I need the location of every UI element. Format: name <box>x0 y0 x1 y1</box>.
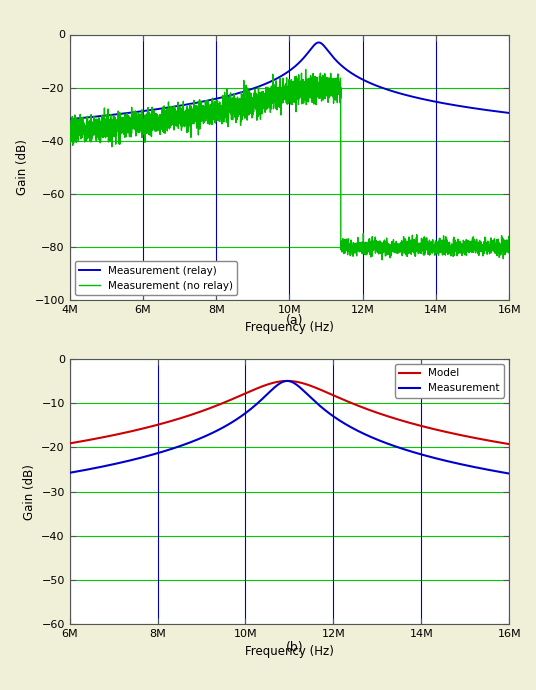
Model <box>386 413 392 421</box>
Line: Model: Model <box>70 381 509 444</box>
Measurement (relay) <box>471 104 477 112</box>
Measurement (relay) <box>493 107 499 115</box>
Measurement (no relay) <box>379 256 385 264</box>
Measurement (no relay) <box>493 239 499 248</box>
Measurement (relay) <box>276 73 282 81</box>
Measurement (relay) <box>506 109 512 117</box>
Measurement <box>284 377 291 385</box>
Model <box>251 386 257 394</box>
Measurement (relay) <box>386 86 392 95</box>
Measurement (no relay) <box>276 97 282 106</box>
Y-axis label: Gain (dB): Gain (dB) <box>16 139 29 195</box>
Y-axis label: Gain (dB): Gain (dB) <box>23 464 36 520</box>
Legend: Model, Measurement: Model, Measurement <box>395 364 504 397</box>
Model <box>66 440 73 448</box>
Text: (a): (a) <box>286 315 303 327</box>
Measurement (relay) <box>251 84 257 92</box>
Measurement <box>276 380 282 388</box>
Legend: Measurement (relay), Measurement (no relay): Measurement (relay), Measurement (no rel… <box>75 262 237 295</box>
Text: (b): (b) <box>286 641 303 653</box>
Measurement <box>66 469 73 477</box>
X-axis label: Frequency (Hz): Frequency (Hz) <box>245 645 334 658</box>
Model <box>284 377 291 385</box>
Measurement (relay) <box>255 83 261 91</box>
Model <box>255 384 261 392</box>
Measurement (relay) <box>316 39 322 47</box>
Measurement <box>255 399 261 407</box>
Measurement <box>251 402 257 411</box>
Model <box>506 440 512 449</box>
Measurement (no relay) <box>506 238 512 246</box>
Line: Measurement (no relay): Measurement (no relay) <box>70 70 509 260</box>
Measurement (no relay) <box>66 115 73 124</box>
Model <box>276 377 282 386</box>
X-axis label: Frequency (Hz): Frequency (Hz) <box>245 321 334 333</box>
Measurement <box>386 440 392 449</box>
Measurement <box>506 469 512 477</box>
Model <box>493 437 499 446</box>
Measurement (no relay) <box>251 101 257 110</box>
Line: Measurement: Measurement <box>70 381 509 473</box>
Measurement <box>471 463 477 471</box>
Measurement <box>493 467 499 475</box>
Line: Measurement (relay): Measurement (relay) <box>70 43 509 119</box>
Measurement (no relay) <box>471 245 477 253</box>
Measurement (no relay) <box>255 99 261 108</box>
Measurement (no relay) <box>386 246 392 255</box>
Measurement (no relay) <box>302 66 309 74</box>
Model <box>471 433 477 442</box>
Measurement (relay) <box>66 115 73 124</box>
